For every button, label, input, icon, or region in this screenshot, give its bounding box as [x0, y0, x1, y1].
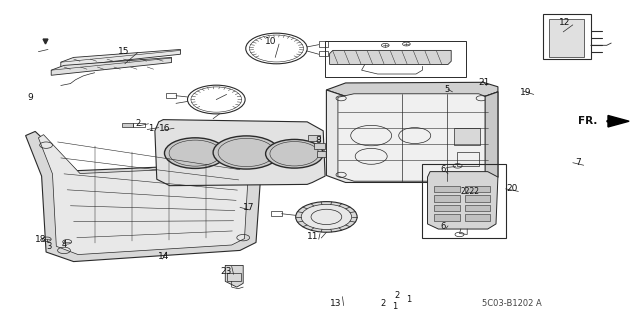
- Bar: [434, 214, 460, 221]
- Bar: [454, 128, 480, 145]
- Text: 5: 5: [445, 85, 450, 94]
- Bar: [325, 41, 466, 77]
- Text: 18: 18: [35, 235, 46, 244]
- Bar: [308, 135, 320, 141]
- Circle shape: [296, 202, 357, 232]
- Bar: [465, 205, 490, 211]
- Polygon shape: [326, 90, 498, 182]
- Bar: [465, 186, 490, 192]
- Polygon shape: [485, 92, 498, 181]
- Text: 1: 1: [148, 124, 153, 133]
- Polygon shape: [428, 172, 498, 229]
- Bar: [166, 93, 176, 98]
- Text: 11: 11: [307, 232, 318, 241]
- Text: 12: 12: [559, 18, 570, 27]
- Circle shape: [301, 204, 351, 229]
- Bar: [549, 19, 584, 57]
- Bar: [465, 214, 490, 221]
- Circle shape: [213, 136, 280, 169]
- Bar: [434, 186, 460, 192]
- Bar: [319, 51, 328, 56]
- Text: 7: 7: [575, 158, 580, 167]
- Text: 20: 20: [506, 184, 518, 193]
- Text: 15: 15: [118, 47, 129, 56]
- Text: 1: 1: [392, 302, 397, 311]
- Text: 9: 9: [28, 93, 33, 102]
- Bar: [434, 205, 460, 211]
- Polygon shape: [338, 94, 488, 181]
- Text: 16: 16: [159, 124, 171, 133]
- Bar: [434, 195, 460, 202]
- Text: 3: 3: [47, 242, 52, 251]
- Bar: [317, 151, 328, 157]
- Text: 2222: 2222: [460, 187, 479, 196]
- Polygon shape: [326, 82, 498, 96]
- Bar: [227, 273, 241, 281]
- Polygon shape: [26, 131, 261, 262]
- Text: 1: 1: [406, 295, 411, 304]
- Text: 13: 13: [330, 299, 341, 308]
- Text: 2: 2: [381, 299, 386, 308]
- Polygon shape: [225, 265, 243, 287]
- Bar: [319, 41, 328, 47]
- Text: FR.: FR.: [578, 116, 597, 126]
- Text: 6: 6: [441, 222, 446, 231]
- Text: 21: 21: [479, 78, 490, 87]
- Bar: [543, 14, 591, 59]
- Text: 17: 17: [243, 203, 254, 212]
- Text: 19: 19: [520, 88, 532, 97]
- Text: 23: 23: [220, 267, 232, 276]
- Text: 5C03-B1202 A: 5C03-B1202 A: [482, 299, 542, 308]
- Text: 10: 10: [265, 37, 276, 46]
- Bar: [422, 164, 506, 238]
- Polygon shape: [51, 57, 172, 75]
- Bar: [465, 195, 490, 202]
- Text: 6: 6: [441, 165, 446, 174]
- Text: 2: 2: [394, 291, 399, 300]
- Bar: [271, 211, 282, 216]
- Text: 14: 14: [158, 252, 170, 261]
- Polygon shape: [155, 120, 325, 186]
- Circle shape: [266, 139, 323, 168]
- Polygon shape: [38, 135, 248, 255]
- Polygon shape: [61, 49, 180, 67]
- Bar: [122, 123, 133, 127]
- Bar: [457, 152, 479, 166]
- Polygon shape: [330, 50, 451, 64]
- Text: 2: 2: [136, 119, 141, 128]
- Circle shape: [164, 138, 226, 168]
- Text: 4: 4: [61, 240, 67, 249]
- Text: 8: 8: [316, 136, 321, 145]
- Bar: [133, 123, 145, 127]
- Polygon shape: [608, 115, 629, 127]
- Bar: [314, 143, 325, 149]
